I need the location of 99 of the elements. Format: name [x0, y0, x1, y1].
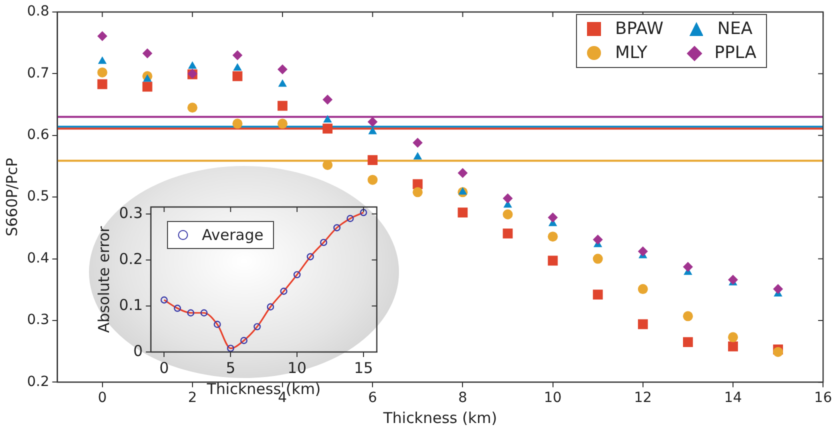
point — [548, 212, 558, 222]
point — [346, 214, 354, 222]
y-tick-label: 0.2 — [27, 374, 50, 390]
point — [187, 309, 194, 316]
point — [254, 323, 261, 330]
legend-label: BPAW — [615, 19, 664, 39]
point — [413, 152, 422, 160]
point — [592, 254, 603, 264]
point — [232, 71, 242, 82]
point — [232, 50, 242, 60]
y-tick-label: 0.5 — [27, 188, 50, 205]
point — [174, 304, 182, 312]
point — [368, 155, 378, 166]
point — [368, 126, 377, 134]
point — [728, 274, 738, 285]
point — [412, 179, 423, 190]
x-tick-label: 15 — [354, 358, 374, 377]
point — [548, 232, 558, 242]
point — [293, 271, 301, 278]
point — [360, 208, 368, 216]
point — [368, 116, 378, 127]
point — [548, 256, 558, 266]
y-axis-title: S660P/PcP — [2, 158, 21, 236]
point — [322, 124, 333, 134]
y-tick-label: 0.3 — [27, 312, 50, 328]
point — [323, 114, 332, 122]
point — [142, 48, 152, 58]
point — [160, 296, 168, 304]
point — [638, 284, 648, 294]
point — [682, 262, 693, 272]
point — [278, 64, 288, 74]
y-tick-label: 0.7 — [27, 65, 50, 82]
point — [143, 74, 152, 82]
point — [728, 341, 738, 352]
legend-label: NEA — [717, 19, 753, 39]
point — [592, 290, 603, 300]
x-tick-label: 10 — [288, 358, 307, 377]
x-axis-title: Thickness (km) — [382, 408, 498, 427]
point — [773, 346, 784, 357]
y-tick-label: 0.3 — [118, 204, 143, 222]
x-tick-label: 10 — [544, 390, 562, 406]
x-tick-label: 2 — [188, 390, 197, 406]
point — [187, 102, 198, 113]
point — [97, 67, 108, 78]
point — [412, 138, 423, 148]
point — [240, 336, 248, 344]
y-tick-label: 0.2 — [118, 250, 143, 268]
point — [306, 253, 314, 260]
y-tick-label: 0.1 — [118, 296, 143, 314]
y-tick-label: 0.4 — [27, 250, 50, 266]
y-tick-label: 0.8 — [27, 4, 50, 20]
point — [502, 209, 513, 220]
point — [728, 332, 738, 342]
legend-label: PPLA — [714, 43, 756, 63]
point — [638, 319, 648, 330]
x-tick-label: 8 — [458, 390, 468, 406]
point — [638, 246, 648, 256]
point — [97, 31, 108, 42]
point — [333, 224, 341, 232]
point — [278, 100, 288, 111]
x-tick-label: 6 — [368, 390, 378, 406]
x-tick-label: 14 — [724, 390, 742, 406]
point — [97, 79, 108, 90]
point — [280, 288, 288, 295]
point — [458, 168, 468, 178]
point — [682, 337, 693, 348]
point — [266, 303, 274, 310]
x-tick-label: 0 — [98, 390, 107, 406]
point — [458, 208, 468, 218]
x-tick-label: 12 — [634, 390, 652, 406]
point — [322, 94, 333, 105]
point — [188, 61, 197, 69]
y-tick-label: 0 — [133, 342, 143, 360]
point — [773, 284, 784, 294]
point — [320, 238, 328, 246]
point — [233, 63, 242, 71]
point — [502, 193, 513, 204]
point — [682, 311, 693, 322]
point — [98, 56, 107, 64]
point — [227, 344, 234, 352]
point — [412, 187, 423, 198]
point — [502, 228, 513, 238]
x-tick-label: 5 — [226, 358, 236, 377]
x-tick-label: 16 — [814, 390, 832, 406]
point — [142, 82, 152, 92]
legend-label: MLY — [615, 43, 648, 63]
y-tick-label: 0.6 — [27, 127, 50, 144]
point — [368, 174, 378, 185]
x-tick-label: 0 — [159, 358, 169, 377]
y-axis-title: Absolute error — [94, 225, 113, 333]
point — [278, 79, 287, 87]
point — [278, 118, 288, 129]
point — [592, 234, 603, 245]
legend-label: Average — [202, 226, 264, 244]
point — [322, 160, 333, 170]
point — [214, 320, 221, 328]
point — [200, 309, 208, 316]
point — [232, 118, 242, 129]
point — [458, 187, 468, 195]
